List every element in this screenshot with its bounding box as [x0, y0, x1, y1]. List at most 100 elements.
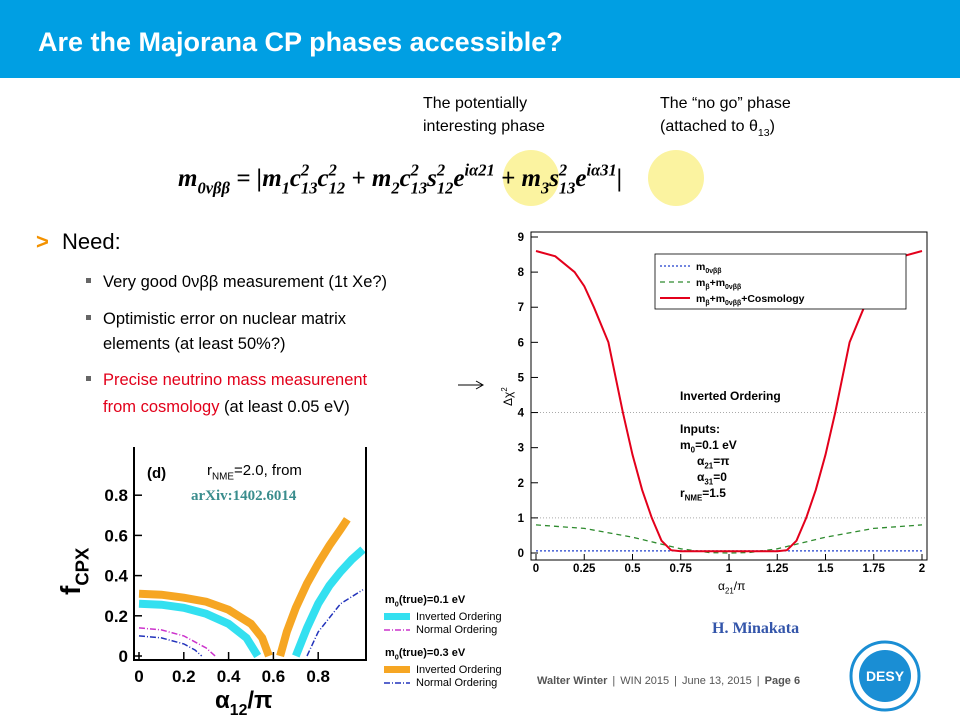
y-tick-label: 0.8 — [104, 486, 128, 505]
footer-part: | — [757, 675, 760, 687]
x-tick-label: 0 — [533, 563, 539, 575]
text-part: c — [290, 165, 301, 192]
text-part: 2 — [500, 387, 509, 391]
text-part: α — [215, 687, 230, 714]
text-part: s — [426, 165, 437, 192]
text-part: CPX — [71, 547, 92, 586]
text-part: +Cosmology — [741, 293, 804, 305]
bullet-text: Precise neutrino mass measurenent — [103, 371, 368, 389]
text-part: β — [705, 284, 709, 291]
formula: m0νββ = |m1c2 13c2 12 + m2c2 13s2 12eiα21 + … — [178, 161, 622, 198]
text-part: 0νββ — [197, 179, 230, 198]
plot-frame — [133, 447, 367, 661]
x-axis-label: α21/π — [718, 579, 745, 596]
text-part: m — [696, 293, 705, 305]
text-part: 2 — [436, 161, 445, 180]
x-tick-label: 0.5 — [625, 563, 642, 575]
bullet-marker: > — [36, 229, 49, 254]
slide-title: Are the Majorana CP phases accessible? — [38, 27, 563, 57]
y-tick-label: 0 — [518, 548, 524, 560]
x-tick-label: 1 — [726, 563, 733, 575]
y-tick-label: 0.2 — [104, 607, 128, 626]
text-part: 2 — [390, 179, 399, 198]
x-tick-label: 0.6 — [262, 667, 286, 686]
text-part: + m — [495, 165, 541, 192]
text-part: α — [697, 470, 705, 484]
legend-swatch — [384, 613, 410, 620]
logo-text: DESY — [866, 668, 905, 684]
text-part: r — [207, 462, 212, 479]
x-tick-label: 0 — [134, 667, 143, 686]
text-part: m — [178, 165, 197, 192]
y-tick-label: 6 — [518, 337, 524, 349]
text-part: /π — [734, 579, 746, 593]
legend-title: m0(true)=0.3 eV — [385, 647, 466, 661]
annotation: Inputs: — [680, 422, 720, 436]
x-tick-label: 0.4 — [217, 667, 241, 686]
text-part: =2.0, from — [234, 462, 302, 479]
text-part: 0νββ — [725, 284, 741, 291]
footer: Walter Winter | WIN 2015 | June 13, 2015 | Pag… — [537, 675, 800, 687]
y-tick-label: 0 — [119, 647, 128, 666]
legend-label: Normal Ordering — [416, 624, 497, 636]
line-series — [138, 635, 203, 657]
x-tick-label: 0.2 — [172, 667, 196, 686]
text-part: =π — [713, 454, 729, 468]
x-axis-label: α12/π — [215, 687, 272, 719]
text-part: 31 — [704, 478, 713, 487]
annotation: m0=0.1 eV — [680, 438, 737, 455]
line-series — [138, 599, 262, 659]
text-part: 0νββ — [705, 268, 721, 275]
legend-box — [654, 253, 907, 310]
formula-note: (attached to θ13) — [660, 118, 775, 139]
text-part: α — [718, 579, 725, 593]
text-part: + m — [345, 165, 391, 192]
text-part: =1.5 — [702, 486, 726, 500]
text-part: r — [680, 486, 685, 500]
text-part: 21 — [725, 587, 734, 596]
text-part: | — [617, 165, 623, 192]
text-part: (true)=0.3 eV — [399, 647, 466, 659]
bullet-square — [86, 376, 91, 381]
y-tick-label: 0.6 — [104, 526, 128, 545]
legend-swatch — [384, 666, 410, 673]
text-part: 13 — [758, 127, 770, 139]
text-part: Precise neutrino mass measurenent — [103, 371, 368, 389]
footer-part: Walter Winter — [537, 675, 608, 687]
text-part: 0νββ — [725, 300, 741, 307]
bullet-heading: Need: — [62, 229, 121, 254]
text-part: 12 — [230, 702, 248, 719]
text-part: /π — [247, 687, 272, 714]
bullet-text: elements (at least 50%?) — [103, 335, 286, 353]
text-part: m — [696, 261, 705, 273]
y-tick-label: 9 — [518, 232, 524, 244]
text-part: iα31 — [587, 161, 617, 180]
x-tick-label: 2 — [919, 563, 925, 575]
legend-label: Inverted Ordering — [416, 664, 502, 676]
text-part: =0.1 eV — [695, 438, 737, 452]
text-part: m — [385, 594, 395, 606]
line-series — [306, 589, 364, 657]
text-part: 2 — [410, 161, 419, 180]
text-part: β — [705, 300, 709, 307]
text-part: 12 — [329, 179, 346, 198]
text-part: s — [548, 165, 559, 192]
text-part: ) — [770, 118, 775, 135]
footer-part: | — [612, 675, 615, 687]
panel-label: (d) — [147, 465, 166, 482]
text-part: 13 — [301, 179, 318, 198]
text-part: 1 — [282, 179, 290, 198]
x-tick-label: 0.8 — [306, 667, 330, 686]
annotation: rNME=2.0, from — [207, 462, 302, 483]
text-part: e — [453, 165, 464, 192]
y-tick-label: 7 — [518, 302, 524, 314]
legend-label: mβ+m0νββ+Cosmology — [696, 293, 805, 307]
text-part: 13 — [559, 179, 576, 198]
text-part: +m — [710, 277, 725, 289]
y-axis-label: fCPX — [55, 547, 92, 595]
legend-label: Inverted Ordering — [416, 611, 502, 623]
text-part: (at least 0.05 eV) — [219, 398, 349, 416]
text-part: c — [318, 165, 329, 192]
